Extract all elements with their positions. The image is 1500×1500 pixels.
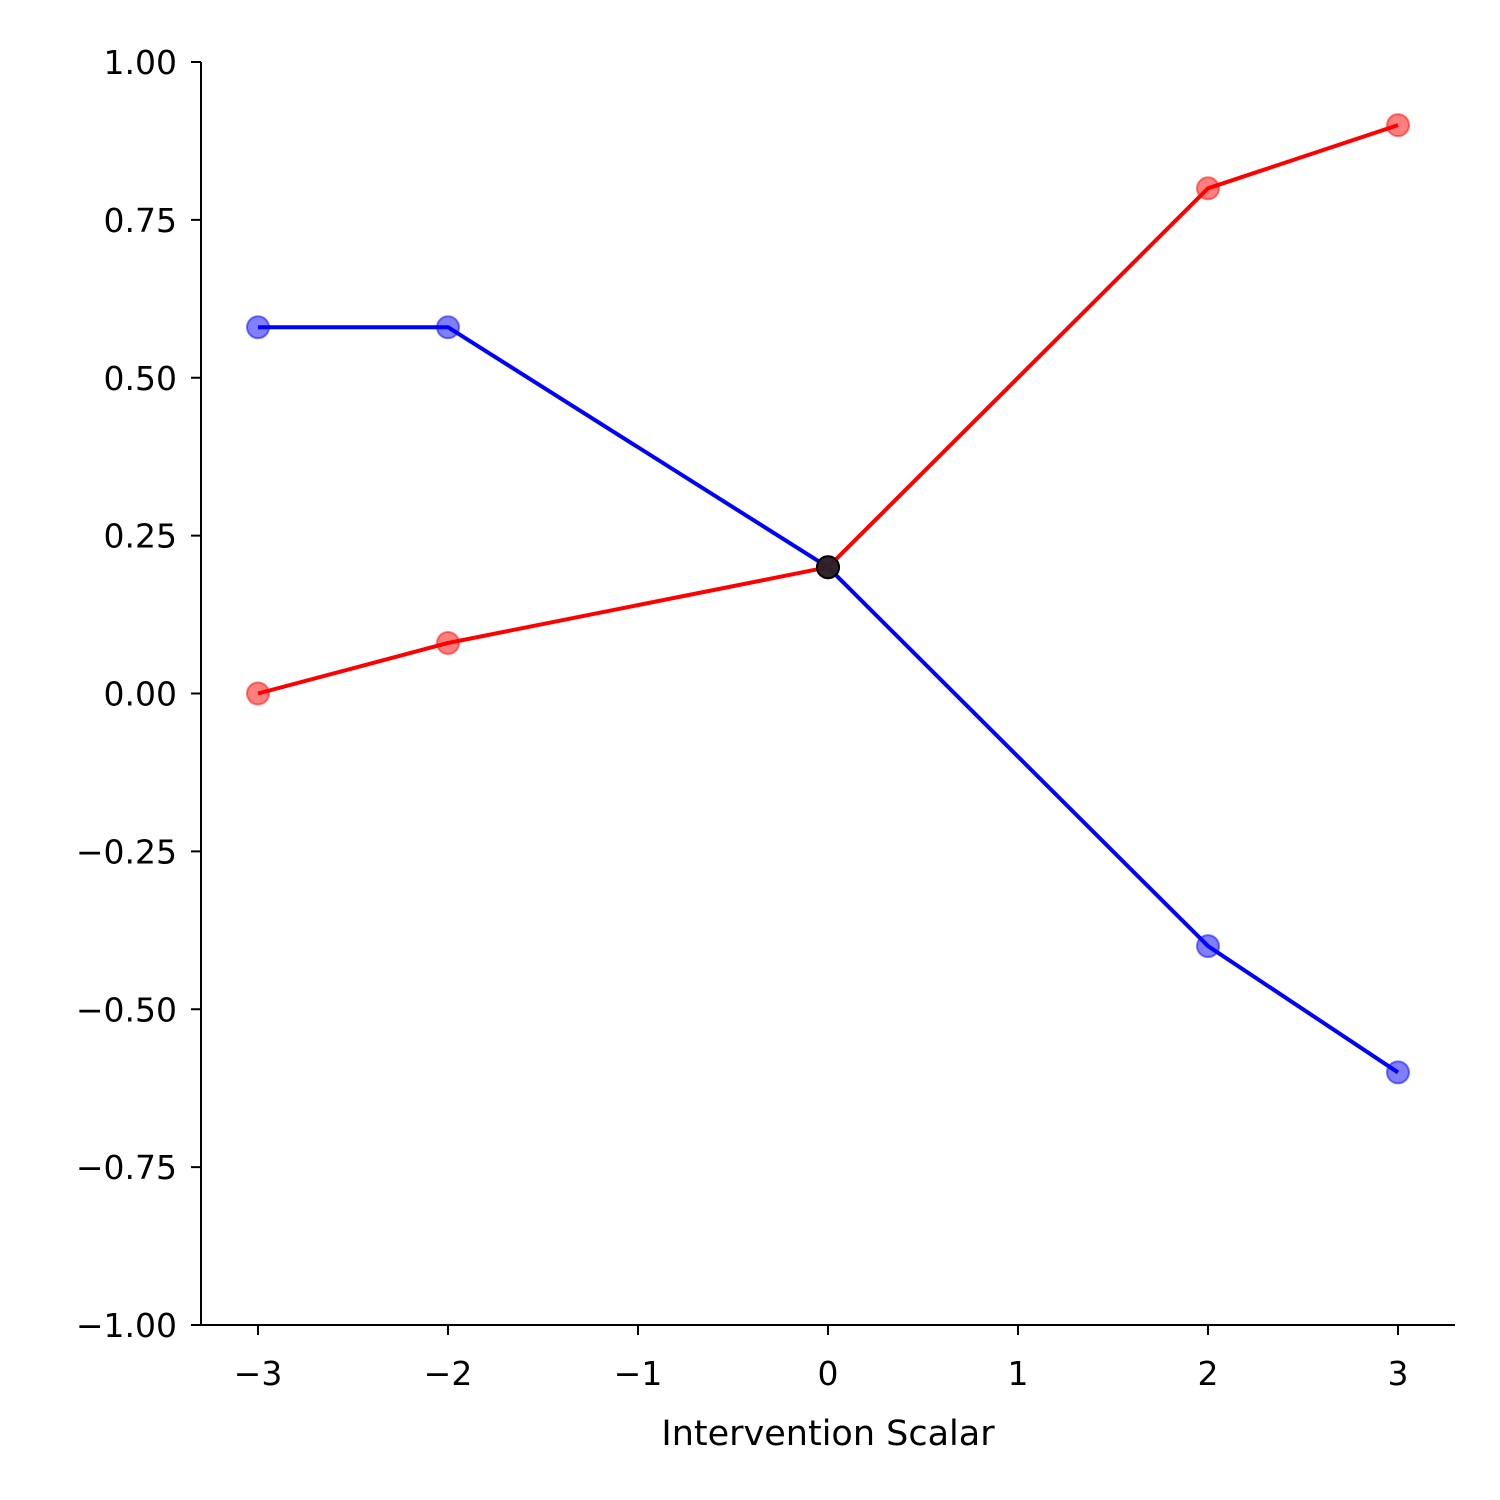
y-tick-label: −1.00 [76,1306,177,1345]
y-tick-label: −0.25 [76,832,177,871]
y-tick-label: 0.75 [104,201,177,240]
x-axis-label: Intervention Scalar [661,1414,995,1454]
x-tick-label: −3 [234,1354,283,1393]
y-tick-label: 0.25 [104,517,177,556]
series-line-0 [258,325,1400,1075]
data-point [436,315,460,340]
x-tick-label: 0 [818,1354,839,1393]
data-point [246,315,270,340]
y-tick-label: 0.00 [104,675,177,714]
series-layer [257,123,1400,1075]
points-layer [246,113,1410,1085]
data-point [1386,113,1410,138]
data-point [1196,934,1220,959]
data-point [1196,176,1220,201]
data-point [1386,1060,1410,1085]
x-tick-label: −2 [424,1354,473,1393]
x-tick-label: 2 [1198,1354,1219,1393]
data-point [246,681,270,706]
x-tick-label: 1 [1008,1354,1029,1393]
y-tick-label: 0.50 [104,359,177,398]
series-line-1 [257,123,1399,696]
center-data-point [816,555,840,580]
data-point [436,630,460,655]
x-tick-label: 3 [1388,1354,1409,1393]
axes: 1.00 0.75 0.50 0.25 0.00 −0.25 −0.50 −0.75 −1.00… [76,43,1455,1393]
y-tick-label: −0.50 [76,990,177,1029]
y-tick-label: 1.00 [104,43,177,82]
x-tick-label: −1 [614,1354,663,1393]
y-tick-label: −0.75 [76,1148,177,1187]
